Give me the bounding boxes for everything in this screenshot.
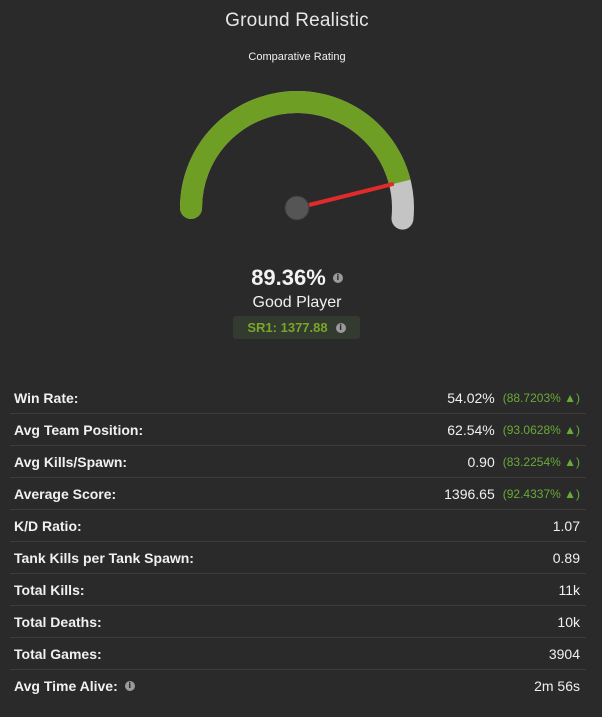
stat-row-tank-kills-per-spawn: Tank Kills per Tank Spawn: 0.89 — [10, 542, 586, 574]
stat-row-avg-time-alive: Avg Time Alive: i 2m 56s — [10, 670, 586, 702]
stat-label: Average Score: — [14, 485, 117, 502]
stat-value: 54.02% — [447, 389, 495, 406]
stats-table: Win Rate: 54.02% (88.7203% ▲) Avg Team P… — [10, 382, 586, 702]
stat-value-group: 1396.65 (92.4337% ▲) — [444, 486, 580, 502]
stat-label: Tank Kills per Tank Spawn: — [14, 549, 194, 566]
sr-value: SR1: 1377.88 — [247, 320, 328, 335]
stat-value: 62.54% — [447, 421, 495, 438]
stat-row-total-deaths: Total Deaths: 10k — [10, 606, 586, 638]
stat-row-total-kills: Total Kills: 11k — [10, 574, 586, 606]
stat-value-group: 1.07 — [553, 518, 580, 534]
stat-label: Win Rate: — [14, 389, 79, 406]
stat-value-group: 10k — [557, 614, 580, 630]
stat-label: K/D Ratio: — [14, 517, 82, 534]
stat-label: Total Games: — [14, 645, 102, 662]
stat-value-group: 0.90 (83.2254% ▲) — [468, 454, 581, 470]
stat-value-group: 54.02% (88.7203% ▲) — [447, 390, 580, 406]
stat-value: 10k — [557, 613, 580, 630]
stat-label: Avg Kills/Spawn: — [14, 453, 128, 470]
gauge-fill-cap — [180, 197, 202, 219]
stat-value: 0.90 — [467, 453, 495, 470]
stat-row-total-games: Total Games: 3904 — [10, 638, 586, 670]
sr-badge: SR1: 1377.88 i — [233, 316, 360, 339]
stat-value-group: 11k — [558, 582, 580, 598]
stat-row-win-rate: Win Rate: 54.02% (88.7203% ▲) — [10, 382, 586, 414]
stat-value: 1396.65 — [444, 485, 495, 502]
stat-value: 3904 — [548, 645, 580, 662]
stat-percentile: (93.0628% ▲) — [502, 422, 580, 437]
stat-value: 11k — [558, 581, 580, 598]
stat-label: Total Kills: — [14, 581, 85, 598]
info-icon[interactable]: i — [332, 273, 343, 283]
info-icon[interactable]: i — [124, 681, 135, 691]
stat-row-avg-kills-spawn: Avg Kills/Spawn: 0.90 (83.2254% ▲) — [10, 446, 586, 478]
info-icon[interactable]: i — [335, 322, 346, 333]
rating-label: Good Player — [252, 294, 342, 311]
stat-label: Total Deaths: — [14, 613, 102, 630]
stat-label: Avg Time Alive: — [14, 678, 118, 694]
gauge-subtitle: Comparative Rating — [248, 51, 346, 63]
stat-row-average-score: Average Score: 1396.65 (92.4337% ▲) — [10, 478, 586, 510]
stat-value: 1.07 — [552, 517, 580, 534]
rating-gauge — [180, 91, 414, 230]
page-title: Ground Realistic — [225, 10, 369, 31]
stat-label: Avg Team Position: — [14, 421, 144, 438]
stat-value-group: 3904 — [549, 646, 580, 662]
gauge-needle — [295, 182, 395, 210]
stat-row-kd-ratio: K/D Ratio: 1.07 — [10, 510, 586, 542]
stat-value-group: 2m 56s — [534, 678, 580, 694]
stat-row-avg-team-position: Avg Team Position: 62.54% (93.0628% ▲) — [10, 414, 586, 446]
stat-value: 0.89 — [552, 549, 580, 566]
gauge-hub — [284, 195, 310, 221]
stat-percentile: (83.2254% ▲) — [502, 454, 580, 469]
stat-percentile: (88.7203% ▲) — [502, 390, 580, 405]
stat-percentile: (92.4337% ▲) — [502, 486, 580, 501]
stat-label-group: Avg Time Alive: i — [14, 678, 135, 694]
stat-value: 2m 56s — [534, 678, 580, 694]
gauge-fill — [180, 91, 411, 209]
stat-value-group: 0.89 — [553, 550, 580, 566]
rating-summary: 89.36% i — [0, 265, 594, 291]
stat-value-group: 62.54% (93.0628% ▲) — [447, 422, 580, 438]
rating-percent: 89.36% — [251, 265, 326, 290]
